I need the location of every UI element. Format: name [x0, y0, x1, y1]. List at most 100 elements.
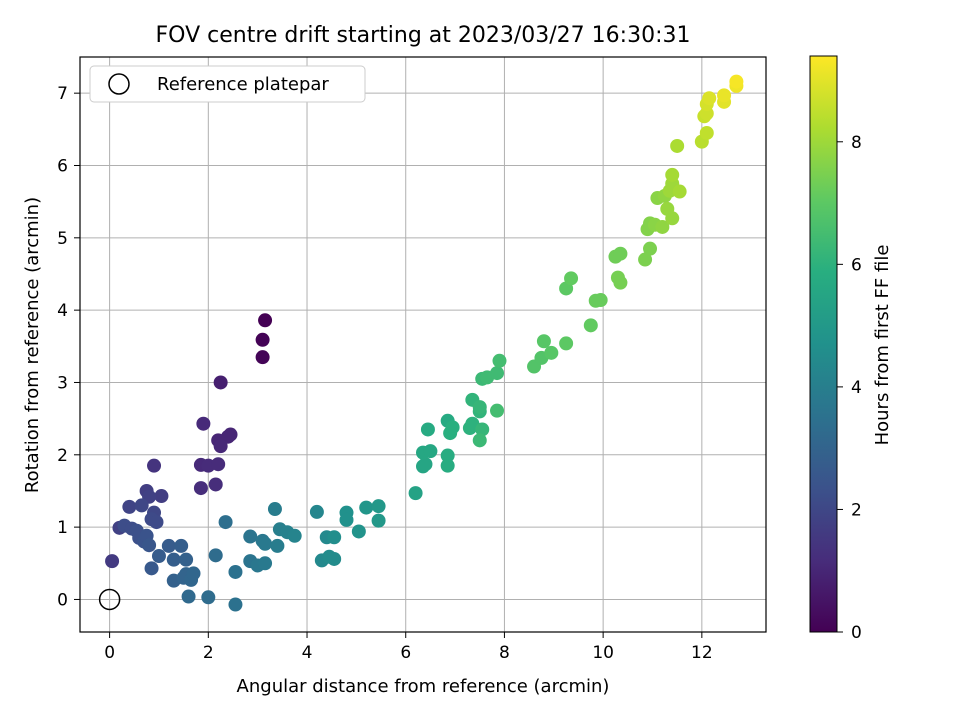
- x-tick-label: 6: [400, 643, 411, 663]
- x-tick-label: 10: [592, 643, 614, 663]
- x-tick-label: 4: [302, 643, 313, 663]
- data-point: [665, 167, 680, 182]
- chart-title: FOV centre drift starting at 2023/03/27 …: [156, 23, 691, 48]
- colorbar-tick-label: 2: [851, 500, 862, 520]
- colorbar-ticks: 0 2 4 6 8: [837, 133, 862, 643]
- data-point: [339, 512, 354, 527]
- data-point: [351, 524, 366, 539]
- data-point: [699, 125, 714, 140]
- colorbar-tick-label: 6: [851, 255, 862, 275]
- data-point: [564, 271, 579, 286]
- x-axis-label: Angular distance from reference (arcmin): [237, 676, 610, 697]
- data-point: [655, 219, 670, 234]
- data-point: [147, 458, 162, 473]
- data-point: [179, 552, 194, 567]
- data-point: [270, 538, 285, 553]
- data-point: [475, 422, 490, 437]
- y-tick-label: 0: [57, 590, 68, 610]
- data-point: [105, 554, 120, 569]
- data-point: [166, 552, 181, 567]
- x-tick-label: 12: [691, 643, 713, 663]
- data-point: [142, 538, 157, 553]
- legend-marker-icon: [108, 73, 130, 95]
- scatter-points: [105, 74, 744, 612]
- data-point: [490, 366, 505, 381]
- data-point: [359, 500, 374, 515]
- data-point: [717, 88, 732, 103]
- data-point: [593, 293, 608, 308]
- y-tick-label: 1: [57, 518, 68, 538]
- y-axis-ticks: 0 1 2 3 4 5 6 7: [57, 84, 80, 610]
- data-point: [702, 91, 717, 106]
- plot-frame: [79, 56, 767, 633]
- legend: Reference platepar: [89, 65, 366, 103]
- data-point: [186, 566, 201, 581]
- y-tick-label: 6: [57, 156, 68, 176]
- grid: [80, 57, 766, 632]
- data-point: [613, 275, 628, 290]
- x-tick-label: 8: [499, 643, 510, 663]
- y-tick-label: 3: [57, 373, 68, 393]
- data-point: [418, 457, 433, 472]
- data-point: [154, 489, 169, 504]
- data-point: [423, 444, 438, 459]
- data-point: [440, 448, 455, 463]
- data-point: [208, 548, 223, 563]
- data-point: [729, 74, 744, 89]
- data-point: [638, 252, 653, 267]
- data-point: [151, 549, 166, 564]
- data-point: [670, 138, 685, 153]
- data-point: [211, 457, 226, 472]
- data-point: [122, 499, 137, 514]
- data-point: [193, 481, 208, 496]
- x-axis-ticks: 0 2 4 6 8 10 12: [104, 632, 713, 663]
- data-point: [544, 345, 559, 360]
- reference-marker: [98, 588, 121, 611]
- data-point: [201, 590, 216, 605]
- colorbar-tick-label: 8: [851, 133, 862, 153]
- data-point: [445, 420, 460, 435]
- data-point: [559, 336, 574, 351]
- y-tick-label: 2: [57, 446, 68, 466]
- data-point: [672, 184, 687, 199]
- data-point: [243, 529, 258, 544]
- data-point: [440, 458, 455, 473]
- data-point: [287, 528, 302, 543]
- data-point: [536, 334, 551, 349]
- data-point: [228, 564, 243, 579]
- data-point: [490, 403, 505, 418]
- data-point: [181, 589, 196, 604]
- data-point: [218, 515, 233, 530]
- data-point: [255, 350, 270, 365]
- y-axis-label: Rotation from reference (arcmin): [22, 197, 43, 493]
- colorbar: [809, 55, 838, 633]
- data-point: [613, 246, 628, 261]
- colorbar-tick-label: 4: [851, 378, 862, 398]
- data-point: [643, 241, 658, 256]
- data-point: [472, 400, 487, 415]
- data-point: [149, 515, 164, 530]
- data-point: [665, 211, 680, 226]
- data-point: [213, 375, 228, 390]
- x-tick-label: 0: [104, 643, 115, 663]
- colorbar-tick-label: 0: [851, 623, 862, 643]
- data-point: [161, 538, 176, 553]
- data-point: [309, 504, 324, 519]
- data-point: [420, 422, 435, 437]
- y-tick-label: 4: [57, 301, 68, 321]
- data-point: [255, 332, 270, 347]
- colorbar-label: Hours from first FF file: [872, 245, 893, 446]
- data-point: [492, 353, 507, 368]
- data-point: [327, 530, 342, 545]
- data-point: [583, 318, 598, 333]
- data-point: [258, 536, 273, 551]
- data-point: [327, 551, 342, 566]
- data-point: [213, 439, 228, 454]
- y-tick-label: 7: [57, 84, 68, 104]
- legend-entry-label: Reference platepar: [157, 74, 329, 95]
- data-point: [228, 597, 243, 612]
- data-point: [472, 433, 487, 448]
- data-point: [208, 477, 223, 492]
- data-point: [196, 416, 211, 431]
